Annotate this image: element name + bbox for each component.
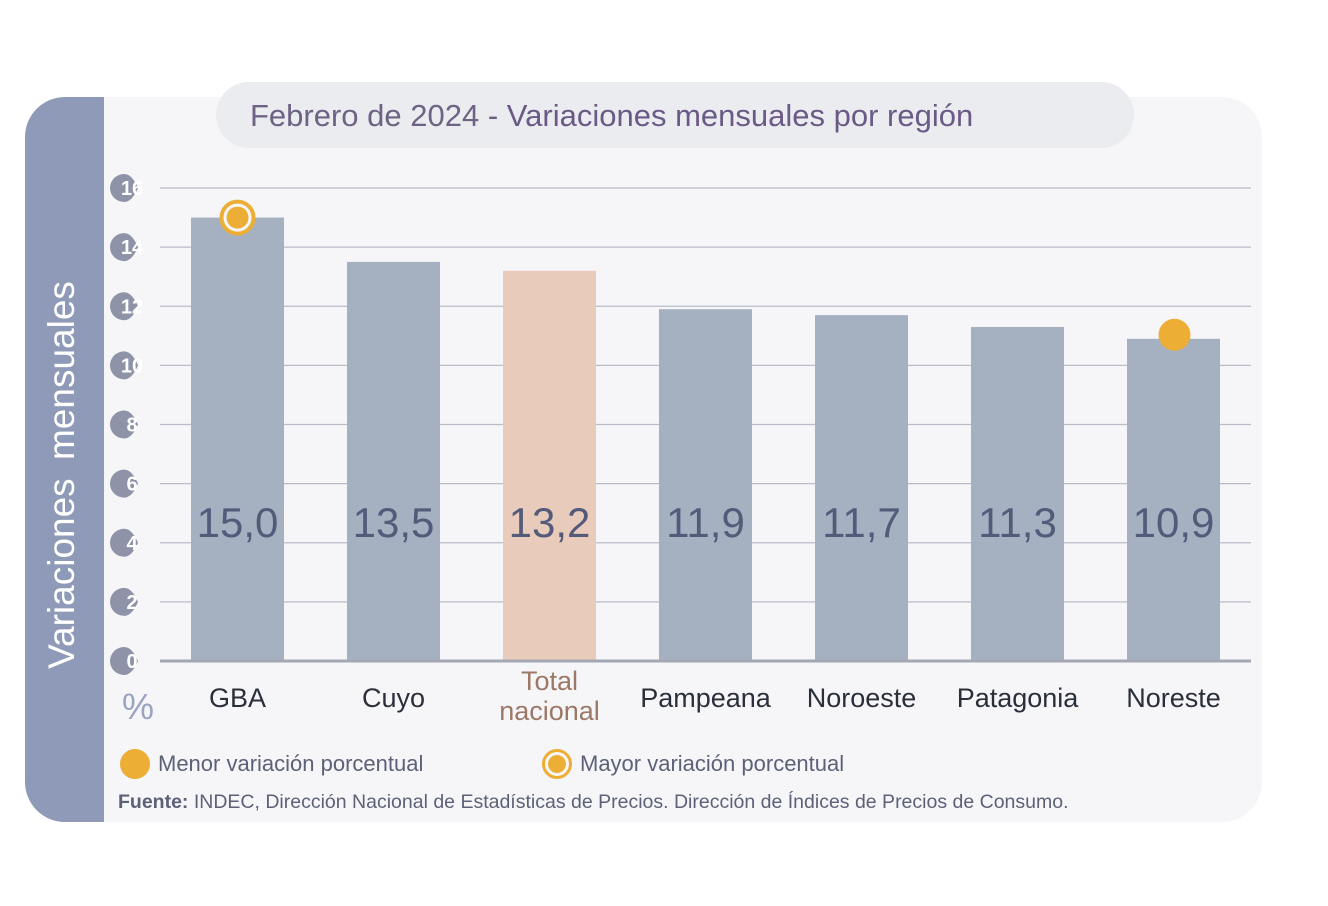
bar [815, 315, 908, 661]
x-tick-label: Cuyo [362, 683, 425, 713]
legend-max: Mayor variación porcentual [542, 749, 844, 779]
y-tick-badge [110, 292, 138, 321]
y-tick-label: 8 [126, 415, 137, 437]
y-tick-badge [110, 233, 138, 262]
legend-max-label: Mayor variación porcentual [580, 751, 845, 776]
min-marker [1158, 318, 1191, 351]
title-separator: - [479, 98, 507, 133]
max-marker-icon [542, 749, 572, 779]
bar [971, 326, 1064, 661]
data-label: 15,0 [197, 499, 279, 546]
source-text: INDEC, Dirección Nacional de Estadística… [188, 791, 1069, 813]
x-tick-label: GBA [209, 683, 266, 713]
data-label: 11,9 [666, 499, 745, 546]
y-tick-badge [110, 647, 138, 675]
y-tick-label: 4 [126, 533, 138, 555]
x-tick-label: Patagonia [957, 683, 1080, 713]
y-tick-label: 16 [121, 178, 143, 200]
y-tick-label: 10 [121, 355, 143, 377]
bar [1127, 338, 1220, 661]
x-tick-label: Noreste [1126, 683, 1221, 713]
data-label: 11,7 [822, 499, 901, 546]
y-tick-label: 6 [126, 474, 137, 496]
x-tick-label: Pampeana [640, 683, 772, 713]
legend-min-label: Menor variación porcentual [158, 751, 424, 776]
data-label: 11,3 [978, 499, 1057, 546]
chart-title: Febrero de 2024 - Variaciones mensuales … [250, 98, 973, 134]
data-label: 13,5 [353, 499, 435, 546]
bar [191, 217, 284, 661]
bar [503, 270, 596, 661]
y-tick-badge [110, 528, 138, 557]
source-note: Fuente: INDEC, Dirección Nacional de Est… [118, 791, 1068, 814]
legend-min: Menor variación porcentual [120, 749, 423, 779]
x-tick-label: Noroeste [807, 683, 917, 713]
data-label: 13,2 [509, 499, 591, 546]
title-date: Febrero de 2024 [250, 98, 480, 133]
y-tick-label: 14 [121, 237, 144, 259]
data-label: 10,9 [1133, 499, 1215, 546]
min-marker-icon [120, 749, 150, 779]
y-tick-label: 0 [126, 651, 137, 673]
title-main: Variaciones mensuales por región [506, 98, 974, 133]
x-tick-label: Total [521, 666, 578, 696]
y-tick-badge [110, 174, 138, 202]
y-unit-label: % [122, 686, 155, 727]
y-tick-badge [110, 410, 138, 439]
bar [347, 261, 440, 661]
y-tick-badge [110, 469, 138, 498]
y-tick-label: 2 [126, 592, 137, 614]
max-marker-dot [226, 206, 249, 229]
x-tick-label: nacional [499, 696, 600, 726]
source-label: Fuente: [118, 791, 189, 813]
y-tick-badge [110, 351, 138, 380]
bar [659, 309, 752, 661]
y-tick-badge [110, 587, 138, 616]
chart-title-pill: Febrero de 2024 - Variaciones mensuales … [216, 82, 1134, 148]
y-tick-label: 12 [121, 296, 143, 318]
